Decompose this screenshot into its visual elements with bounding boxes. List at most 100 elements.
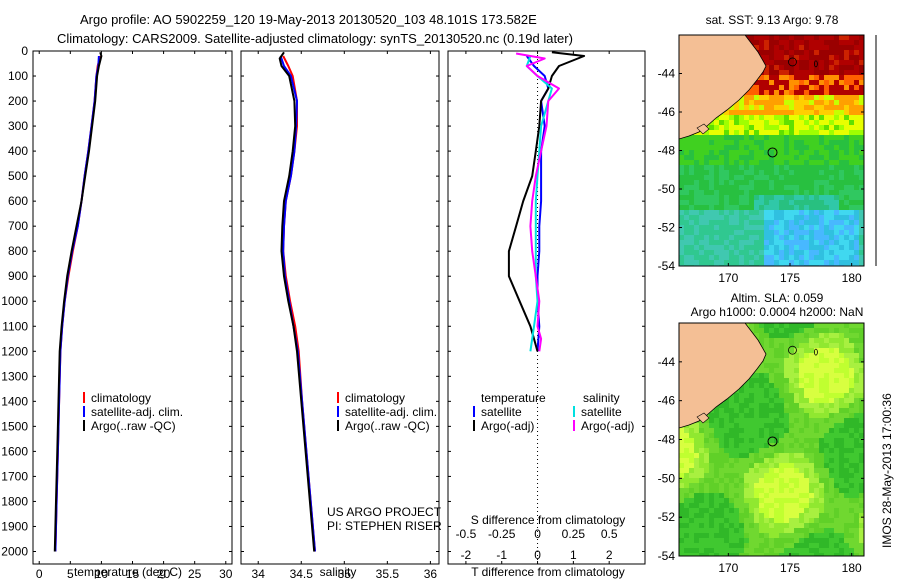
map-cell	[734, 473, 739, 478]
map-cell	[694, 165, 699, 170]
map-cell	[719, 250, 724, 255]
map-cell	[759, 538, 764, 543]
map-cell	[789, 363, 794, 368]
map-cell	[854, 448, 859, 453]
map-cell	[849, 373, 854, 378]
map-cell	[814, 180, 819, 185]
map-cell	[844, 528, 849, 533]
map-cell	[774, 240, 779, 245]
map-cell	[744, 423, 749, 428]
map-cell	[804, 75, 809, 80]
map-cell	[714, 498, 719, 503]
map-cell	[804, 448, 809, 453]
map-cell	[844, 443, 849, 448]
map-cell	[859, 235, 864, 240]
map-cell	[799, 418, 804, 423]
map-cell	[819, 250, 824, 255]
map-cell	[784, 358, 789, 363]
map-cell	[824, 85, 829, 90]
map-cell	[844, 125, 849, 130]
map-cell	[774, 140, 779, 145]
map-cell	[844, 45, 849, 50]
x-tick-label: 1	[570, 548, 577, 562]
map-cell	[844, 393, 849, 398]
map-cell	[824, 488, 829, 493]
map-cell	[814, 453, 819, 458]
map-cell	[839, 458, 844, 463]
map-cell	[684, 235, 689, 240]
map-cell	[814, 70, 819, 75]
map-cell	[824, 448, 829, 453]
map-cell	[769, 473, 774, 478]
map-cell	[824, 240, 829, 245]
map-cell	[804, 463, 809, 468]
map-cell	[769, 40, 774, 45]
legend-label-s-argo: Argo(-adj)	[581, 419, 634, 433]
map-cell	[814, 373, 819, 378]
map-cell	[754, 438, 759, 443]
map-cell	[754, 418, 759, 423]
map-cell	[859, 140, 864, 145]
map-cell	[689, 438, 694, 443]
map-cell	[824, 50, 829, 55]
map-cell	[819, 363, 824, 368]
map-cell	[724, 398, 729, 403]
map-cell	[829, 170, 834, 175]
map-cell	[749, 488, 754, 493]
map-cell	[719, 508, 724, 513]
map-cell	[759, 333, 764, 338]
map-cell	[849, 323, 854, 328]
map-cell	[834, 373, 839, 378]
map-cell	[814, 135, 819, 140]
map-cell	[834, 180, 839, 185]
map-cell	[679, 220, 684, 225]
map-cell	[839, 468, 844, 473]
map-cell	[844, 200, 849, 205]
map-cell	[809, 160, 814, 165]
map-cell	[834, 483, 839, 488]
map-cell	[754, 538, 759, 543]
map-cell	[764, 145, 769, 150]
map-cell	[824, 120, 829, 125]
map-cell	[854, 100, 859, 105]
map-cell	[759, 548, 764, 553]
map-cell	[754, 210, 759, 215]
map-cell	[759, 205, 764, 210]
map-cell	[819, 553, 824, 556]
map-cell	[679, 543, 684, 548]
map-cell	[834, 508, 839, 513]
map-cell	[699, 170, 704, 175]
map-cell	[729, 503, 734, 508]
map-cell	[719, 453, 724, 458]
map-cell	[719, 240, 724, 245]
map-cell	[854, 160, 859, 165]
map-cell	[714, 473, 719, 478]
map-cell	[759, 508, 764, 513]
map-cell	[774, 538, 779, 543]
map-cell	[699, 533, 704, 538]
map-cell	[839, 353, 844, 358]
map-cell	[759, 523, 764, 528]
map-cell	[744, 195, 749, 200]
map-cell	[759, 503, 764, 508]
map-cell	[679, 533, 684, 538]
map-cell	[804, 348, 809, 353]
map-cell	[829, 225, 834, 230]
temperature-x-label: temperature (deg C)	[74, 565, 182, 579]
map-cell	[859, 363, 864, 368]
map-cell	[829, 85, 834, 90]
map-cell	[814, 473, 819, 478]
map-cell	[714, 130, 719, 135]
map-cell	[754, 483, 759, 488]
map-cell	[699, 220, 704, 225]
map-cell	[714, 438, 719, 443]
map-cell	[809, 373, 814, 378]
map-cell	[829, 448, 834, 453]
map-cell	[769, 220, 774, 225]
map-cell	[829, 70, 834, 75]
map-cell	[729, 548, 734, 553]
map-cell	[719, 120, 724, 125]
map-cell	[774, 230, 779, 235]
map-cell	[759, 35, 764, 40]
map-cell	[814, 35, 819, 40]
